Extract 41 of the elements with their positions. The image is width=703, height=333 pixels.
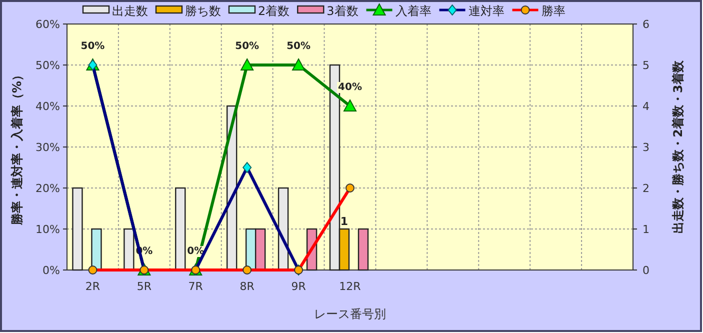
bar <box>358 228 369 271</box>
data-label: 50% <box>80 41 105 52</box>
data-label: 50% <box>286 41 311 52</box>
y-tick-label: 0% <box>42 264 60 277</box>
legend-label: 入着率 <box>395 4 432 18</box>
y2-tick-label: 3 <box>642 141 650 154</box>
y-tick-label: 30% <box>36 141 60 154</box>
y2-tick-label: 2 <box>642 182 650 195</box>
legend-label: 勝ち数 <box>185 4 221 18</box>
x-tick-label: 9R <box>291 280 306 293</box>
bar <box>72 187 83 271</box>
y2-tick-label: 6 <box>642 18 650 31</box>
y2-tick-label: 1 <box>642 223 650 236</box>
legend-label: 出走数 <box>112 4 148 18</box>
y2-tick-label: 5 <box>642 59 650 72</box>
x-tick-label: 2R <box>85 280 100 293</box>
data-label: 0% <box>187 246 204 257</box>
legend-label: 連対率 <box>468 4 504 18</box>
legend-label: 3着数 <box>326 4 358 18</box>
x-axis-title: レース番号別 <box>314 307 386 321</box>
y2-tick-label: 4 <box>642 100 650 113</box>
y-tick-label: 20% <box>36 182 60 195</box>
data-label: 1 <box>340 215 348 228</box>
data-label: 50% <box>235 41 260 52</box>
y2-axis-title: 出走数・勝ち数・2着数・3着数 <box>671 60 685 234</box>
x-tick-label: 7R <box>188 280 204 293</box>
y-axis-title: 勝率・連対率・入着率（%） <box>10 68 24 226</box>
legend-label: 勝率 <box>541 4 566 18</box>
y-tick-label: 10% <box>36 223 60 236</box>
legend-label: 2着数 <box>258 4 290 18</box>
x-tick-label: 8R <box>240 280 255 293</box>
y-tick-label: 60% <box>36 18 60 31</box>
y-tick-label: 50% <box>36 59 60 72</box>
point <box>344 100 356 112</box>
x-tick-label: 12R <box>339 280 362 293</box>
y2-tick-label: 0 <box>642 264 650 277</box>
y-tick-label: 40% <box>36 100 60 113</box>
point <box>240 58 254 70</box>
data-label: 40% <box>338 82 362 93</box>
point <box>292 58 306 70</box>
x-tick-label: 5R <box>136 280 152 293</box>
